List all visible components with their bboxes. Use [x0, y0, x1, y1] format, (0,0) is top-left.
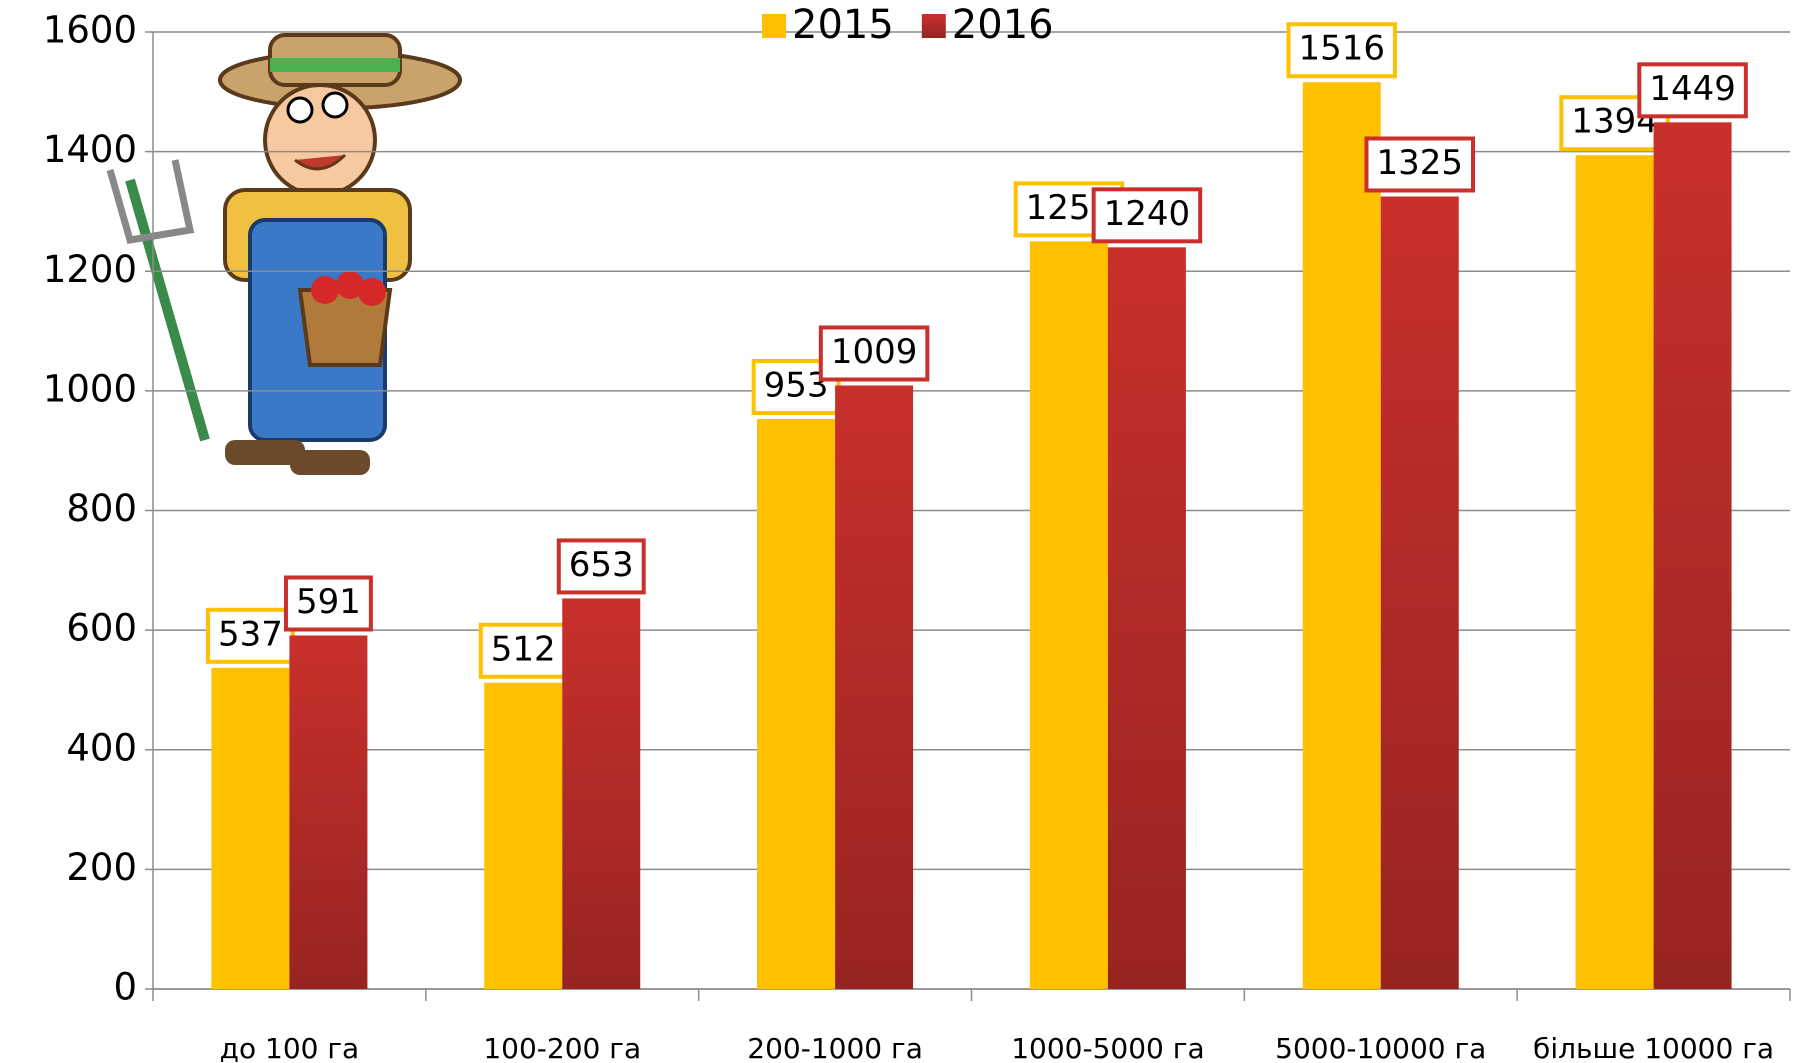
data-label: 653 [569, 545, 634, 585]
bar [835, 385, 914, 989]
y-tick-label: 1600 [43, 9, 137, 52]
bar [289, 635, 368, 989]
x-tick-label: 1000-5000 га [1011, 1032, 1204, 1063]
data-label-box [1091, 187, 1203, 244]
data-label-box [1286, 22, 1398, 79]
bar [562, 598, 641, 989]
data-label: 512 [491, 629, 556, 669]
x-tick-label: 200-1000 га [747, 1032, 923, 1063]
y-tick-label: 0 [113, 966, 137, 1009]
data-label: 1325 [1376, 143, 1463, 183]
bar [1107, 247, 1186, 989]
data-label-box [556, 538, 646, 595]
bar [1653, 122, 1732, 989]
y-tick-label: 1200 [43, 248, 137, 291]
bar [211, 667, 290, 989]
bar [757, 418, 836, 989]
legend-label: 2016 [952, 2, 1054, 48]
y-tick-label: 800 [66, 487, 137, 530]
data-label: 1449 [1649, 69, 1736, 109]
x-tick-label: більше 10000 га [1533, 1032, 1774, 1063]
data-label: 537 [218, 614, 283, 654]
data-label-box [818, 325, 930, 382]
data-label: 953 [764, 365, 829, 405]
bar [1302, 82, 1381, 990]
bar [1029, 241, 1108, 989]
y-tick-label: 400 [66, 726, 137, 769]
data-label-box [478, 622, 568, 679]
data-label: 1516 [1298, 29, 1385, 69]
data-label: 591 [296, 582, 361, 622]
y-tick-label: 200 [66, 846, 137, 889]
legend-label: 2015 [792, 2, 894, 48]
y-tick-label: 600 [66, 607, 137, 650]
legend-swatch [921, 14, 946, 38]
x-tick-label: до 100 га [220, 1032, 360, 1063]
bar [1380, 196, 1459, 989]
farmer-illustration [106, 33, 462, 475]
data-label-box [1637, 62, 1748, 119]
data-label: 1009 [831, 332, 918, 372]
bar [1575, 155, 1654, 989]
y-tick-label: 1400 [43, 128, 137, 171]
legend-swatch [762, 14, 786, 38]
data-label-box [1364, 136, 1476, 193]
data-label-box [283, 575, 373, 632]
x-tick-label: 5000-10000 га [1275, 1032, 1486, 1063]
bar [484, 682, 563, 989]
x-tick-label: 100-200 га [483, 1032, 641, 1063]
y-tick-label: 1000 [43, 367, 137, 410]
data-label: 1240 [1104, 194, 1191, 234]
